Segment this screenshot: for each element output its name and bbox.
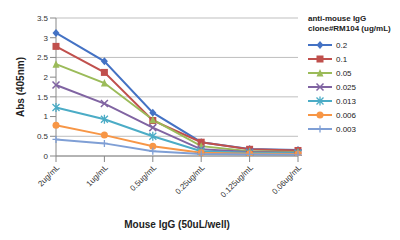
- svg-text:Abs (405nm): Abs (405nm): [15, 57, 26, 117]
- svg-text:1.5: 1.5: [37, 93, 49, 102]
- svg-text:0.5ug/mL: 0.5ug/mL: [128, 163, 158, 193]
- html-text:0.1: 0.1: [336, 54, 348, 64]
- svg-text:2: 2: [44, 73, 49, 82]
- svg-text:3.5: 3.5: [37, 14, 49, 23]
- svg-text:1ug/mL: 1ug/mL: [85, 163, 111, 189]
- html-text:0.006: 0.006: [336, 110, 356, 120]
- html-text:0.003: 0.003: [336, 124, 356, 134]
- svg-text:0: 0: [44, 152, 49, 161]
- svg-text:2.5: 2.5: [37, 53, 49, 62]
- html-text:anti-mouse IgG clone#RM104 (ug: anti-mouse IgG clone#RM104 (ug/mL): [308, 14, 391, 33]
- svg-text:0.25ug/mL: 0.25ug/mL: [174, 163, 207, 196]
- html-text:0.05: 0.05: [336, 68, 352, 78]
- svg-text:3: 3: [44, 34, 49, 43]
- html-text:0.013: 0.013: [336, 96, 356, 106]
- svg-text:0.06ug/mL: 0.06ug/mL: [270, 163, 303, 196]
- svg-text:1: 1: [44, 112, 49, 121]
- svg-text:2ug/mL: 2ug/mL: [36, 163, 62, 189]
- html-text:0.2: 0.2: [336, 40, 348, 50]
- svg-text:0.5: 0.5: [37, 132, 49, 141]
- svg-text:Mouse IgG (50uL/well): Mouse IgG (50uL/well): [124, 219, 230, 230]
- html-text:0.025: 0.025: [336, 82, 356, 92]
- svg-text:0.125ug/mL: 0.125ug/mL: [219, 163, 256, 200]
